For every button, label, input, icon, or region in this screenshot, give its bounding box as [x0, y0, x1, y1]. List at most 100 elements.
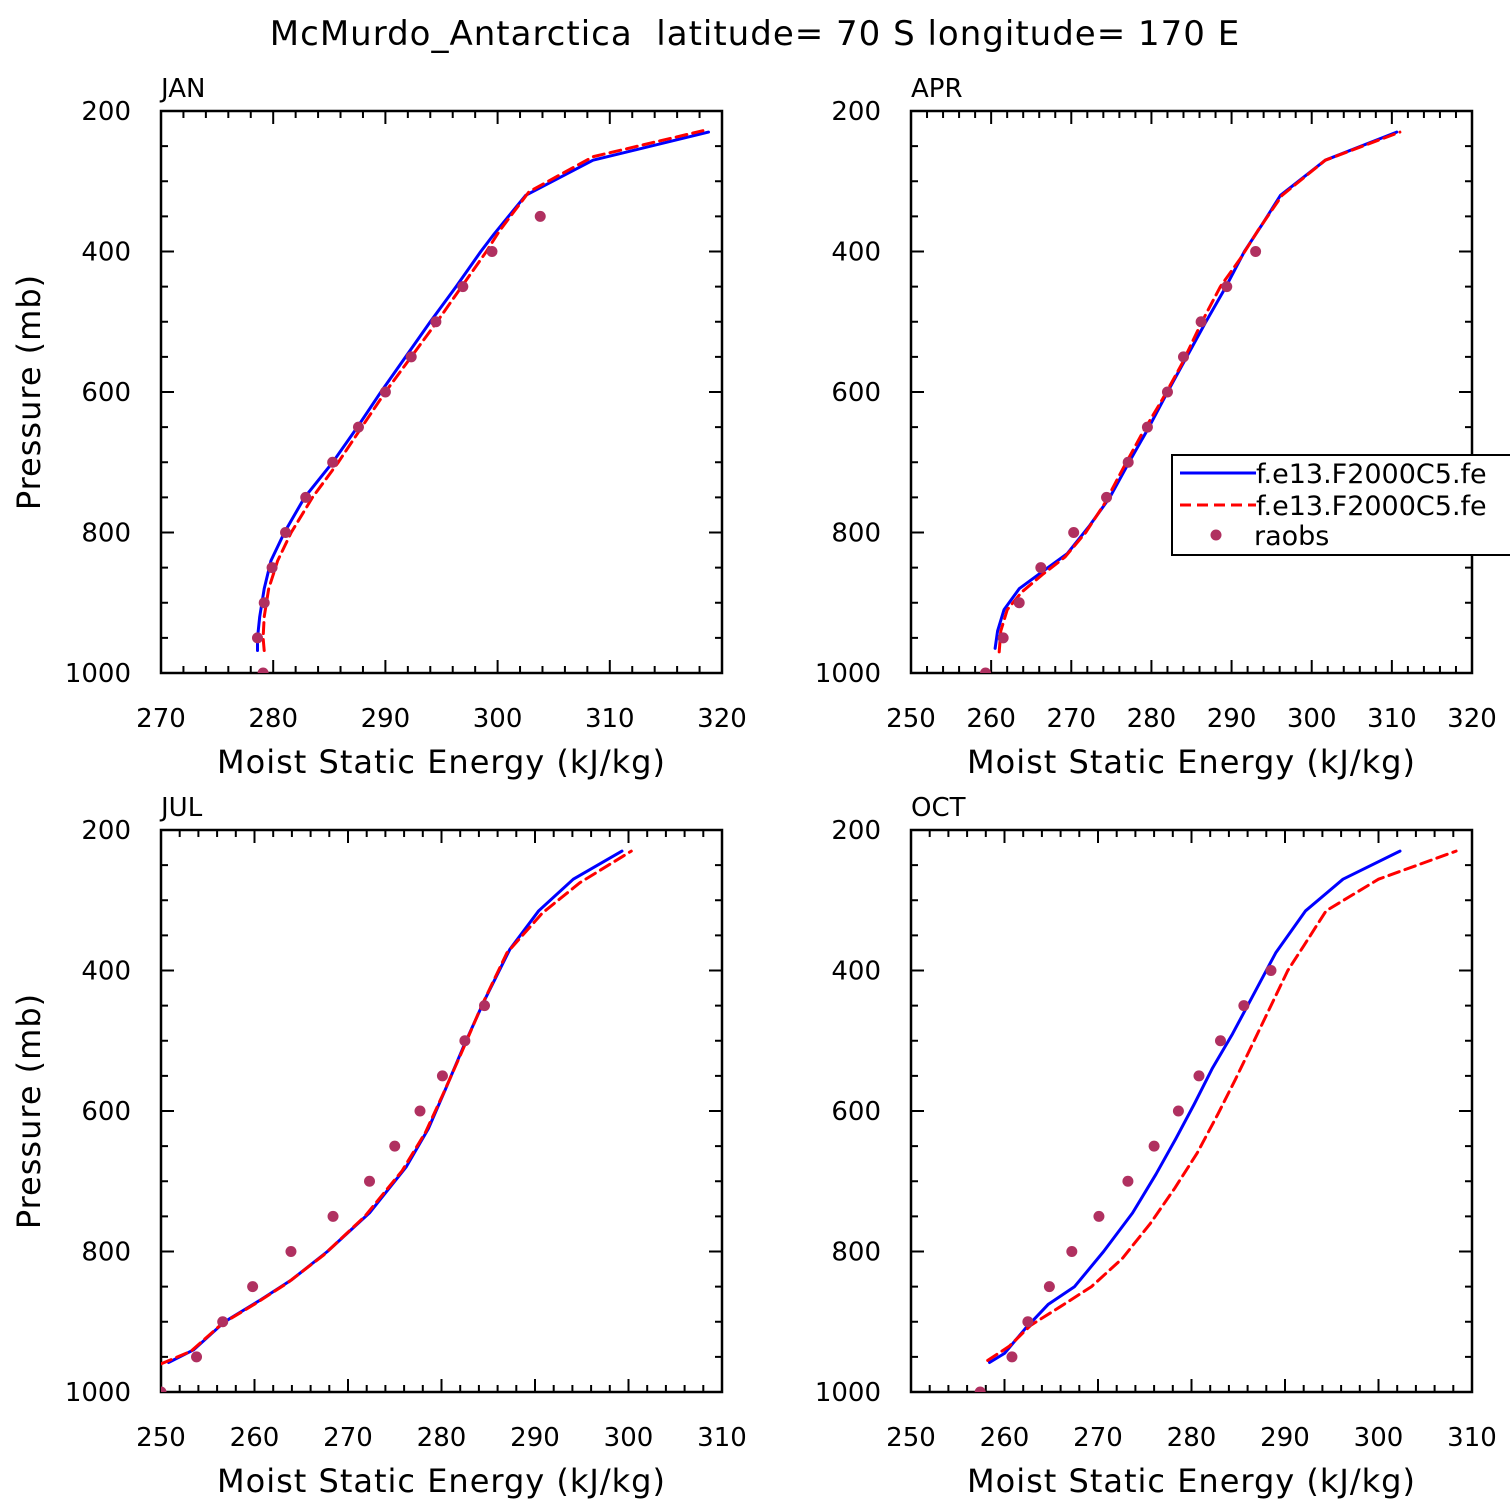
raobs-marker: [251, 632, 263, 644]
x-tick-label: 280: [1127, 704, 1177, 734]
x-tick-label: 280: [417, 1423, 467, 1453]
raobs-marker: [1043, 1281, 1055, 1293]
series-line-red: [261, 129, 705, 652]
y-tick-label: 400: [81, 957, 131, 987]
x-tick-label: 290: [361, 704, 411, 734]
x-tick-label: 270: [136, 704, 186, 734]
y-tick-label: 1000: [815, 659, 881, 689]
x-tick-label: 250: [886, 1423, 936, 1453]
raobs-marker: [405, 351, 417, 363]
raobs-marker: [997, 632, 1009, 644]
raobs-marker: [1035, 562, 1047, 574]
x-tick-label: 310: [1447, 1423, 1497, 1453]
raobs-marker: [1006, 1351, 1018, 1363]
x-axis-title: Moist Static Energy (kJ/kg): [967, 743, 1416, 781]
x-tick-label: 250: [886, 704, 936, 734]
raobs-marker: [1250, 246, 1262, 257]
y-tick-label: 200: [81, 816, 131, 846]
raobs-marker: [1238, 1000, 1250, 1012]
legend-label: raobs: [1254, 521, 1329, 552]
raobs-marker: [327, 1210, 339, 1222]
raobs-marker: [266, 562, 278, 574]
series-line-red: [986, 849, 1458, 1362]
x-tick-label: 300: [473, 704, 523, 734]
plot-frame: [159, 109, 724, 675]
raobs-marker: [459, 1035, 471, 1047]
y-tick-label: 600: [81, 1097, 131, 1127]
raobs-marker: [300, 491, 312, 503]
x-tick-label: 310: [697, 1423, 747, 1453]
raobs-marker: [1148, 1140, 1160, 1152]
raobs-marker: [479, 1000, 491, 1012]
raobs-marker: [1122, 1175, 1134, 1187]
legend-swatch-raobs: [1210, 529, 1222, 541]
y-tick-label: 1000: [65, 659, 131, 689]
panel-label: APR: [911, 74, 963, 104]
series-line-blue: [993, 130, 1399, 650]
x-tick-label: 280: [1167, 1423, 1217, 1453]
raobs-marker: [1193, 1070, 1205, 1082]
series-line-red: [997, 130, 1402, 654]
panel-apr: 250 260 270 280 290 300 310 320 200 400 600 800 1000…: [815, 74, 1497, 781]
panel-jul: 250 260 270 280 290 300 310 200 400 600 800 1000 JUL…: [10, 793, 747, 1500]
y-tick-label: 800: [81, 1238, 131, 1268]
raobs-marker: [217, 1316, 229, 1328]
raobs-marker: [1221, 281, 1233, 293]
x-tick-label: 290: [1207, 704, 1257, 734]
x-tick-label: 320: [1447, 704, 1497, 734]
raobs-marker: [352, 421, 364, 433]
y-tick-label: 600: [81, 378, 131, 408]
plot-area: [251, 129, 710, 673]
y-tick-label: 600: [831, 1097, 881, 1127]
raobs-marker: [1093, 1210, 1105, 1222]
y-axis-title: Pressure (mb): [10, 274, 48, 510]
y-axis-title: Pressure (mb): [10, 993, 48, 1229]
x-tick-label: 280: [248, 704, 298, 734]
panel-label: JUL: [159, 793, 203, 823]
x-axis-title: Moist Static Energy (kJ/kg): [217, 743, 666, 781]
raobs-marker: [258, 597, 270, 609]
legend-label: f.e13.F2000C5.fe: [1256, 459, 1487, 490]
panel-label: OCT: [911, 793, 966, 823]
raobs-marker: [430, 316, 442, 328]
plot-area: [980, 130, 1402, 673]
x-tick-label: 260: [980, 1423, 1030, 1453]
x-tick-label: 300: [1287, 704, 1337, 734]
series-line-blue: [256, 130, 710, 652]
raobs-marker: [389, 1140, 401, 1152]
x-tick-label: 310: [585, 704, 635, 734]
raobs-marker: [1013, 597, 1025, 609]
legend-label: f.e13.F2000C5.fe: [1256, 491, 1487, 522]
raobs-marker: [379, 386, 391, 398]
y-tick-label: 200: [81, 97, 131, 127]
figure-title: McMurdo_Antarctica latitude= 70 S longit…: [270, 14, 1240, 54]
x-tick-label: 250: [136, 1423, 186, 1453]
raobs-marker: [980, 667, 992, 673]
raobs-marker: [247, 1281, 259, 1293]
y-tick-label: 200: [831, 97, 881, 127]
raobs-marker: [457, 281, 469, 293]
raobs-marker: [1066, 1246, 1078, 1257]
raobs-marker: [436, 1070, 448, 1082]
raobs-marker: [1068, 527, 1080, 538]
y-tick-label: 800: [831, 1238, 881, 1268]
raobs-marker: [1141, 421, 1153, 433]
raobs-marker: [1177, 351, 1189, 363]
raobs-marker: [1101, 491, 1113, 503]
x-tick-label: 270: [1046, 704, 1096, 734]
raobs-marker: [1161, 386, 1173, 398]
raobs-marker: [1172, 1105, 1184, 1117]
plot-area: [974, 849, 1458, 1392]
y-tick-label: 1000: [815, 1378, 881, 1408]
series-line-blue: [988, 849, 1402, 1364]
raobs-marker: [414, 1105, 426, 1117]
y-tick-label: 800: [81, 519, 131, 549]
x-tick-label: 270: [1073, 1423, 1123, 1453]
raobs-marker: [191, 1351, 203, 1363]
y-tick-label: 400: [831, 238, 881, 268]
plot-frame: [909, 109, 1474, 675]
y-tick-label: 800: [831, 519, 881, 549]
x-tick-label: 260: [966, 704, 1016, 734]
